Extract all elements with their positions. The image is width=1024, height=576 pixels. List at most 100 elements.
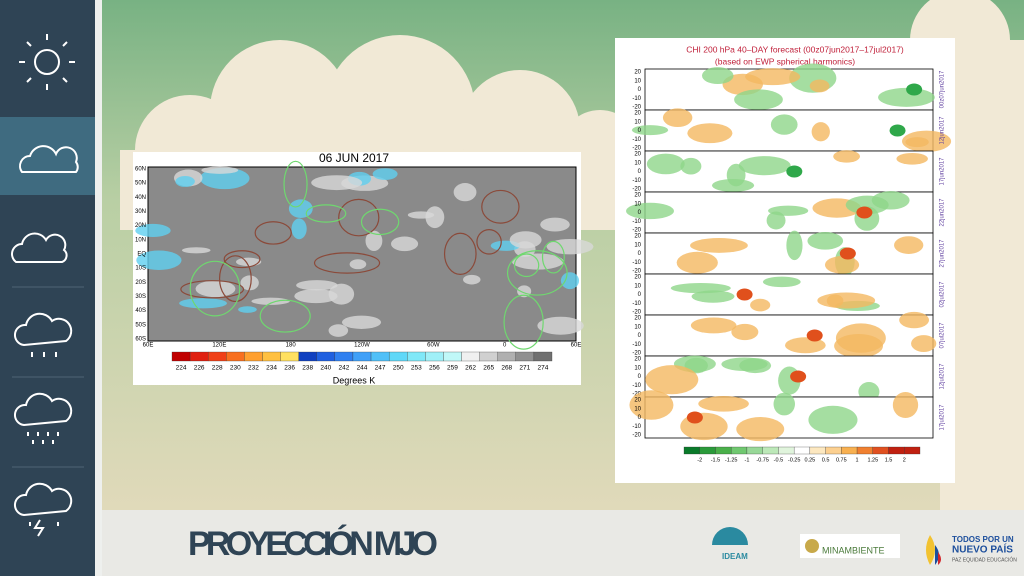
lat-label: 40S xyxy=(135,308,146,314)
panel-ytick: 0 xyxy=(638,415,642,421)
scale-label: 256 xyxy=(429,365,440,372)
scale-label: 242 xyxy=(338,365,349,372)
scale-swatch xyxy=(515,351,535,362)
anomaly-blob xyxy=(896,152,928,165)
weather-icons[interactable] xyxy=(11,34,79,537)
right-chart-subtitle: (based on EWP spherical harmonics) xyxy=(715,56,855,66)
scale-label: 228 xyxy=(212,365,223,372)
panel-ytick: 10 xyxy=(634,78,641,84)
scale-label: 247 xyxy=(375,365,386,372)
sidebar-dividers xyxy=(12,286,84,468)
cloud-blob xyxy=(296,280,338,291)
scale-swatch xyxy=(189,351,209,362)
cloud-blob xyxy=(391,236,419,252)
sidebar xyxy=(0,0,95,576)
scale-swatch xyxy=(352,351,372,362)
panel-ytick: 10 xyxy=(634,365,641,371)
scale-label: 262 xyxy=(465,365,476,372)
anomaly-blob xyxy=(631,125,669,136)
scale-label: 240 xyxy=(320,365,331,372)
anomaly-blob xyxy=(734,89,783,110)
lon-label: 120E xyxy=(212,343,226,349)
anomaly-blob xyxy=(702,67,734,85)
scale-label: 0.75 xyxy=(836,457,847,463)
anomaly-blob xyxy=(809,79,830,93)
anomaly-blob xyxy=(626,202,674,220)
scale-label: 230 xyxy=(230,365,241,372)
contour xyxy=(259,299,311,333)
contour xyxy=(443,232,477,275)
map-title: 06 JUN 2017 xyxy=(319,151,389,165)
scale-label: -1.25 xyxy=(725,457,738,463)
scale-swatch xyxy=(533,351,553,362)
anomaly-blob xyxy=(817,292,876,309)
anomaly-blob xyxy=(721,357,768,372)
scale-swatch xyxy=(370,351,390,362)
lon-label: 120W xyxy=(354,343,370,349)
lat-label: 60N xyxy=(135,167,146,173)
panel-label: 12jun2017 xyxy=(940,116,946,145)
cloud-blob xyxy=(311,175,363,191)
sidebar-active[interactable] xyxy=(0,117,95,195)
anomaly-blob xyxy=(894,236,924,254)
anomaly-blob xyxy=(768,205,809,216)
scale-swatch xyxy=(425,351,444,362)
scale-swatch xyxy=(334,351,354,362)
anomaly-blob xyxy=(676,251,718,274)
panel-ytick: 0 xyxy=(638,251,642,257)
scale-label: 271 xyxy=(519,365,530,372)
panel-ytick: -20 xyxy=(632,146,641,152)
panel-ytick: -10 xyxy=(632,260,641,266)
cloud-blob xyxy=(537,316,584,335)
anomaly-blob xyxy=(690,238,748,253)
panel-label: 22jun2017 xyxy=(940,198,946,227)
scale-swatch xyxy=(746,446,763,455)
contour xyxy=(218,255,252,303)
panel-label: 00z07jun2017 xyxy=(940,70,946,108)
panel-ytick: 20 xyxy=(634,275,641,281)
cloud-blob xyxy=(560,272,580,290)
anomaly-blob xyxy=(738,156,791,176)
scale-label: 224 xyxy=(176,365,187,372)
scale-swatch xyxy=(280,351,299,362)
lon-label: 60E xyxy=(143,343,154,349)
scale-label: -0.25 xyxy=(788,457,801,463)
contour xyxy=(360,208,400,236)
anomaly-blob xyxy=(858,382,880,402)
scale-swatch xyxy=(298,351,317,362)
panel-ytick: 20 xyxy=(634,111,641,117)
scale-swatch xyxy=(825,446,842,455)
logo-minambiente: MINAMBIENTE xyxy=(822,545,885,555)
panel-ytick: 0 xyxy=(638,374,642,380)
panel-ytick: -10 xyxy=(632,178,641,184)
panel-ytick: 10 xyxy=(634,242,641,248)
anomaly-blob xyxy=(833,150,861,163)
scale-label: 0.25 xyxy=(805,457,816,463)
panel-ytick: 20 xyxy=(634,70,641,76)
anomaly-blob xyxy=(691,290,735,303)
panel-ytick: 0 xyxy=(638,128,642,134)
contour xyxy=(305,204,347,223)
panel-ytick: 0 xyxy=(638,292,642,298)
cloud-blob xyxy=(201,166,239,174)
lat-label: 30S xyxy=(135,294,146,300)
scale-swatch xyxy=(841,446,858,455)
panel-ytick: 20 xyxy=(634,234,641,240)
anomaly-blob xyxy=(645,365,699,395)
cloud-blob xyxy=(238,306,257,313)
anomaly-blob xyxy=(899,311,930,329)
anomaly-blob xyxy=(811,122,830,142)
panel-ytick: -20 xyxy=(632,105,641,111)
panel-ytick: -10 xyxy=(632,424,641,430)
right-chart-title: CHI 200 hPa 40–DAY forecast (00z07jun201… xyxy=(686,44,904,54)
anomaly-blob xyxy=(662,108,693,128)
cloud-blob xyxy=(195,280,236,298)
scale-swatch xyxy=(778,446,795,455)
scale-swatch xyxy=(872,446,889,455)
anomaly-blob xyxy=(711,178,755,192)
cloud-blob xyxy=(136,250,182,270)
anomaly-core xyxy=(686,411,703,424)
anomaly-blob xyxy=(629,390,674,420)
cloud-blob xyxy=(251,297,290,305)
anomaly-blob xyxy=(911,335,937,353)
